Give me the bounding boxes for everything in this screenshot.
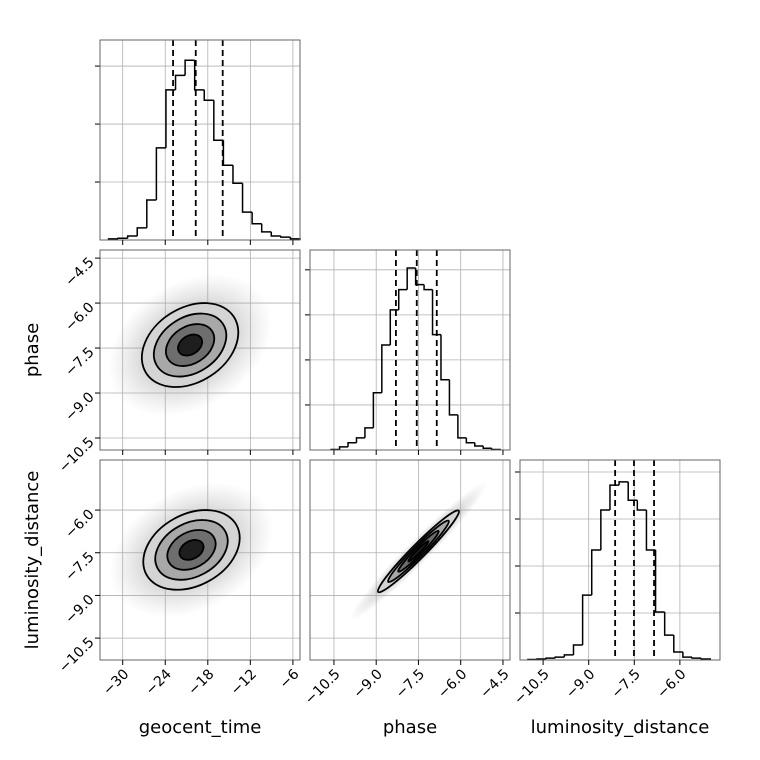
histogram-step [155,147,166,200]
x-axis-label: phase [383,717,437,738]
histogram-step [457,414,467,439]
panel-frame [309,249,511,451]
histogram-step [251,212,262,225]
histogram-step [474,442,484,447]
histogram-step [347,442,357,447]
contour [407,540,430,563]
y-tick-label: −4.5 [62,254,97,289]
histogram-step [136,227,147,236]
histogram-step [146,199,157,228]
histogram-step [545,657,556,660]
y-tick-label: −7.5 [62,344,97,379]
histogram-step [431,289,441,336]
histogram-step [174,74,186,90]
histogram-step [241,183,253,213]
x-tick-label: −7.5 [393,666,428,701]
histogram-step [654,550,665,613]
histogram-step [203,89,214,102]
x-tick-label: −6 [277,666,303,692]
histogram-step [260,223,272,233]
pair-panel [100,250,300,450]
y-tick-label: −9.0 [62,389,97,424]
x-tick-label: −10.5 [302,666,344,708]
pair-panel [100,460,300,660]
y-axis-label: phase [22,323,43,377]
histogram-step [193,60,205,91]
histogram-step [213,100,224,142]
histogram-step [563,654,574,658]
x-axis-label: luminosity_distance [531,717,710,738]
histogram-step [397,288,408,310]
histogram-step [440,334,450,381]
histogram-step [414,268,425,286]
histogram-step [673,635,683,653]
histogram-step [636,500,647,511]
histogram-step [618,481,629,486]
y-tick-label: −6.0 [62,506,97,541]
panel-frame [99,39,301,241]
x-tick-label: −30 [100,666,132,698]
x-tick-label: −12 [228,666,260,698]
y-tick-label: −10.5 [56,634,98,676]
x-tick-label: −7.5 [609,666,644,701]
contour [178,539,205,561]
histogram-step [372,392,382,428]
histogram-step [581,594,592,645]
histogram-step [389,309,399,346]
histogram-step [232,165,243,184]
y-tick-label: −9.0 [62,592,97,627]
histogram-step [364,427,374,438]
histogram-step [465,437,475,444]
x-tick-label: −4.5 [477,666,512,701]
y-tick-label: −10.5 [56,434,98,476]
histogram-step [126,235,138,239]
pair-panel [310,460,510,660]
panel-frame [99,249,301,451]
histogram-step [572,644,583,655]
panel-frame [519,459,721,661]
histogram-step [338,446,349,450]
y-axis-label: luminosity_distance [22,471,43,650]
histogram-step [645,510,656,551]
x-tick-label: −9.0 [563,666,598,701]
x-tick-label: −6.0 [654,666,689,701]
histogram-step [663,612,674,636]
x-tick-label: −9.0 [350,666,385,701]
contour [177,333,204,357]
x-tick-label: −10.5 [511,666,553,708]
x-tick-label: −6.0 [435,666,470,701]
histogram-step [627,481,638,501]
histogram-step [423,284,433,291]
histogram-step [609,484,620,511]
y-tick-label: −6.0 [62,299,97,334]
y-tick-label: −7.5 [62,549,97,584]
histogram-step [600,509,610,551]
panel-frame [99,459,301,661]
histogram-step [406,267,416,290]
histogram-step [682,652,693,658]
histogram-step [222,140,233,166]
x-tick-label: −24 [143,666,175,698]
x-axis-label: geocent_time [139,717,262,738]
histogram-step [165,89,176,148]
histogram-step [280,235,291,238]
histogram-step [270,231,281,237]
x-tick-label: −18 [185,666,217,698]
panel-frame [309,459,511,661]
histogram-step [117,237,128,240]
histogram-step [184,59,195,76]
histogram-step [355,437,365,443]
histogram-step [482,445,492,449]
histogram-step [691,657,702,659]
histogram-step [381,344,391,393]
histogram-step [590,549,601,596]
histogram-step [448,379,458,416]
histogram-step [554,656,565,659]
